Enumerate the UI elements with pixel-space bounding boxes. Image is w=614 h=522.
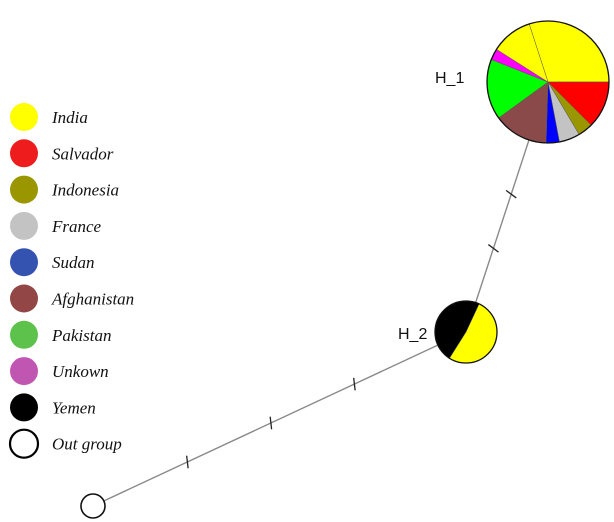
legend-swatch — [8, 428, 40, 459]
legend-label: Sudan — [52, 253, 95, 272]
legend-swatch — [10, 284, 38, 313]
legend-label: India — [51, 108, 88, 127]
legend-label: Yemen — [52, 398, 96, 417]
legend-swatch — [10, 103, 38, 131]
legend-label: Pakistan — [51, 326, 112, 345]
node-outgroup — [80, 493, 106, 519]
legend-item: Out group — [8, 428, 122, 459]
legend-label: Afghanistan — [51, 290, 134, 309]
legend-swatch — [10, 139, 38, 168]
node-h-1 — [486, 20, 610, 144]
mutation-tick — [186, 455, 189, 469]
node-outline — [434, 300, 498, 364]
legend-label: Indonesia — [51, 181, 119, 200]
mutation-tick — [487, 244, 499, 253]
legend-item: Sudan — [10, 248, 95, 277]
legend-item: France — [10, 211, 102, 240]
node-label-h-1: H_1 — [435, 70, 464, 87]
legend-label: Salvador — [52, 144, 114, 163]
edge-H_2-outgroup — [92, 331, 467, 507]
node-outline — [80, 493, 106, 519]
legend-item: Salvador — [10, 139, 114, 168]
node-outline — [486, 20, 610, 144]
mutation-tick — [353, 377, 356, 391]
legend-label: Unkown — [52, 362, 109, 381]
node-h-2 — [434, 300, 498, 364]
legend-swatch — [10, 248, 38, 277]
legend-item: India — [10, 103, 88, 131]
legend-swatch — [10, 175, 38, 204]
legend-swatch — [10, 393, 38, 422]
legend-swatch — [10, 320, 38, 349]
legend-swatch — [10, 211, 38, 240]
legend-label: Out group — [52, 435, 122, 454]
legend-item: Yemen — [10, 393, 96, 422]
legend: India Salvador Indonesia France Sudan Afghani… — [8, 103, 134, 459]
mutation-tick — [269, 416, 273, 430]
pie-slice-out-group — [81, 494, 105, 518]
legend-swatch — [10, 357, 38, 386]
network-edges — [92, 81, 549, 507]
legend-item: Pakistan — [10, 320, 112, 349]
legend-item: Afghanistan — [10, 284, 134, 313]
mutation-tick — [505, 189, 517, 199]
network-nodes: H_1 H_2 — [80, 20, 610, 519]
legend-item: Unkown — [10, 357, 109, 386]
legend-item: Indonesia — [10, 175, 119, 204]
legend-label: France — [51, 217, 102, 236]
node-label-h-2: H_2 — [398, 326, 427, 343]
